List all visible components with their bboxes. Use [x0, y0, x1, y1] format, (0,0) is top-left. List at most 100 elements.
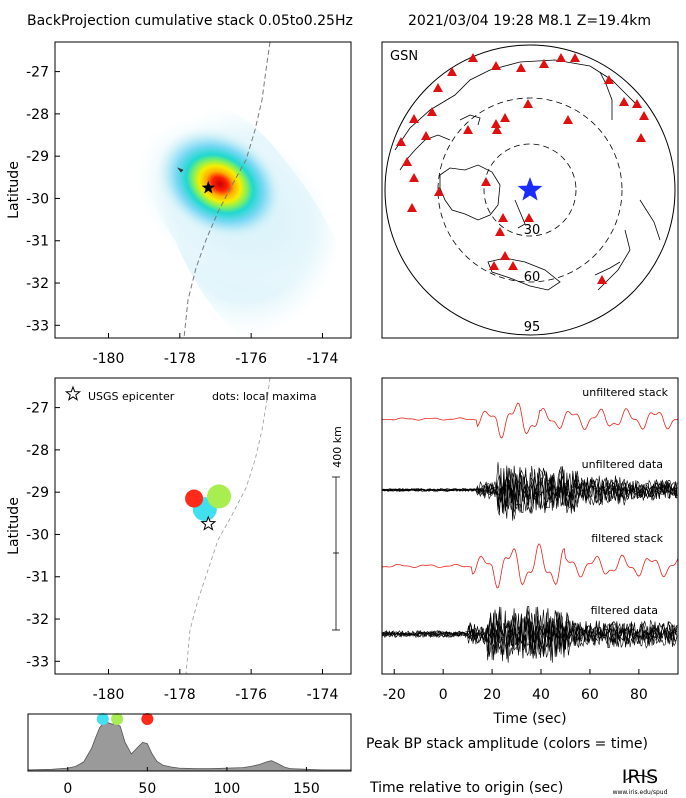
filtered-data-traces: [382, 605, 678, 663]
gsn-stations: [396, 53, 649, 284]
bp-map-ytick-label: -27: [26, 65, 49, 81]
series-label-unfiltered-stack: unfiltered stack: [582, 386, 668, 399]
station-triangle: [489, 261, 499, 270]
peak-time-markers: [96, 713, 154, 725]
usgs-epicenter-star-outline: [200, 515, 217, 531]
maxima-map-ytick-label: -32: [26, 612, 49, 628]
bp-map-ytick-label: -29: [26, 149, 49, 165]
station-triangle: [563, 115, 573, 124]
peak-time-marker: [96, 713, 109, 725]
waveform-xtick-label: -20: [383, 687, 406, 703]
maxima-map-ytick-label: -33: [26, 654, 49, 670]
bp-peak-energy: [155, 127, 285, 241]
waveform-xtick-label: 40: [532, 687, 550, 703]
epicenter-blue-star: [517, 177, 543, 201]
waveform-xlabel: Time (sec): [492, 711, 566, 727]
legend-epicenter: USGS epicenter: [88, 390, 175, 403]
peak-xtick-label: 0: [63, 781, 72, 797]
station-triangle: [434, 187, 444, 196]
bp-map-panel: -180 -178 -176 -174 -27 -28 -29 -30 -31 -32 -33 La…: [6, 41, 352, 367]
data-trace: [382, 465, 678, 520]
peak-amplitude-xlabel: Time relative to origin (sec): [369, 780, 563, 796]
maxima-map-ytick-label: -29: [26, 485, 49, 501]
peak-amplitude-frame: [27, 713, 352, 772]
maxima-map-ytick-label: -28: [26, 443, 49, 459]
maxima-map-xtick-label: -178: [164, 687, 196, 703]
waveform-xtick-label: 80: [630, 687, 648, 703]
station-triangle: [409, 114, 419, 123]
peak-time-marker: [141, 713, 154, 725]
station-triangle: [500, 251, 510, 260]
globe-outline: [384, 44, 676, 336]
station-triangle: [495, 227, 505, 236]
data-trace: [382, 606, 678, 659]
station-triangle: [508, 261, 518, 270]
station-triangle: [524, 213, 534, 222]
station-triangle: [597, 275, 607, 284]
station-triangle: [409, 173, 419, 182]
maxima-map-axes: -180 -178 -176 -174 -27 -28 -29 -30 -31 -32 -33: [26, 401, 338, 703]
station-triangle: [492, 125, 502, 134]
station-triangle: [516, 63, 526, 72]
coastline-a: [177, 167, 184, 173]
iris-logo-text: IRIS: [622, 766, 658, 788]
data-trace: [382, 610, 678, 663]
maxima-map-panel: USGS epicenter dots: local maxima 400 km…: [6, 377, 352, 703]
scale-bar: [332, 476, 340, 631]
waveform-frame: [381, 377, 679, 675]
bp-map-ytick-label: -33: [26, 318, 49, 334]
bp-map-ylabel: Latitude: [6, 161, 22, 219]
station-triangle: [402, 157, 412, 166]
local-maximum-dot: [207, 484, 232, 509]
station-triangle: [604, 75, 614, 84]
station-triangle: [396, 137, 406, 146]
legend-star-icon: [64, 385, 82, 401]
bp-map-ytick-label: -31: [26, 234, 49, 250]
local-maxima: [185, 484, 232, 522]
peak-xtick-label: 100: [214, 781, 241, 797]
trench-line-a: [183, 42, 271, 338]
peak-time-marker: [111, 713, 124, 725]
maxima-map-xtick-label: -176: [235, 687, 267, 703]
usgs-epicenter-star: [201, 180, 215, 194]
bp-map-xtick-label: -174: [307, 351, 339, 367]
station-triangle: [463, 125, 473, 134]
station-triangle: [491, 61, 501, 70]
waveform-xtick-label: 0: [439, 687, 448, 703]
bp-map-axes: -180 -178 -176 -174 -27 -28 -29 -30 -31 -32 -33: [26, 65, 338, 367]
waveform-xtick-label: 20: [483, 687, 501, 703]
station-triangle: [468, 53, 478, 62]
peak-amplitude-label: Peak BP stack amplitude (colors = time): [366, 736, 648, 752]
waveform-axes: -20 0 20 40 60 80: [383, 669, 648, 703]
ring-label-95: 95: [524, 320, 541, 335]
scale-bar-label: 400 km: [331, 426, 344, 468]
ring-label-30: 30: [524, 223, 541, 238]
local-maximum-dot: [185, 489, 204, 508]
unfiltered-data-traces: [382, 462, 678, 521]
bp-map-xtick-label: -180: [93, 351, 125, 367]
maxima-map-xtick-label: -180: [93, 687, 125, 703]
station-triangle: [491, 119, 501, 128]
data-trace: [382, 462, 678, 513]
series-label-unfiltered-data: unfiltered data: [582, 458, 663, 471]
iris-logo: IRIS www.iris.edu/spud: [613, 766, 668, 796]
unfiltered-stack-trace: [382, 402, 678, 439]
bp-map-xtick-label: -178: [164, 351, 196, 367]
figure-title: BackProjection cumulative stack 0.05to0.…: [27, 13, 353, 29]
filtered-stack-trace: [382, 543, 678, 589]
station-triangle: [639, 111, 649, 120]
station-triangle: [433, 83, 443, 92]
peak-amplitude-area: [27, 722, 352, 772]
station-triangle: [632, 99, 642, 108]
maxima-map-ytick-label: -27: [26, 401, 49, 417]
trench-line-c: [185, 377, 271, 675]
iris-logo-url: www.iris.edu/spud: [613, 789, 668, 796]
coastlines: [394, 59, 661, 291]
station-triangle: [421, 131, 431, 140]
ring-label-60: 60: [524, 270, 541, 285]
waveform-panel: unfiltered stack unfiltered data filtere…: [381, 377, 679, 727]
station-triangle: [427, 107, 437, 116]
maxima-map-ytick-label: -30: [26, 527, 49, 543]
station-triangle: [407, 203, 417, 212]
